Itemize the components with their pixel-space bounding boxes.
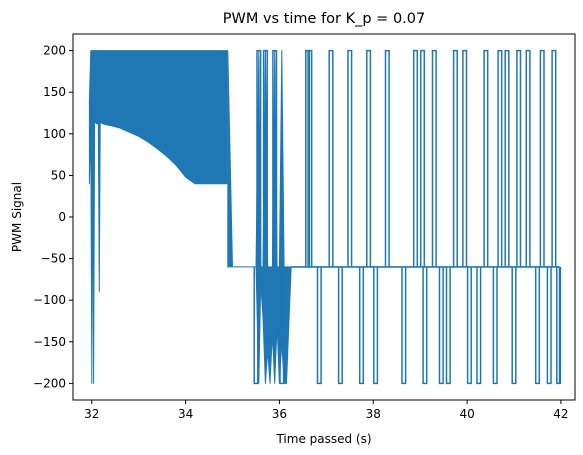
y-tick-label: 200 xyxy=(43,44,66,58)
y-tick-label: −200 xyxy=(33,376,66,390)
x-axis-label: Time passed (s) xyxy=(275,432,371,446)
y-tick-label: 150 xyxy=(43,85,66,99)
x-tick-label: 34 xyxy=(178,407,193,421)
chart-title: PWM vs time for K_p = 0.07 xyxy=(223,11,425,27)
y-tick-label: 0 xyxy=(58,210,66,224)
x-tick-label: 32 xyxy=(84,407,99,421)
y-tick-label: −100 xyxy=(33,293,66,307)
x-tick-label: 42 xyxy=(553,407,568,421)
y-tick-label: −150 xyxy=(33,335,66,349)
x-tick-label: 40 xyxy=(459,407,474,421)
y-axis-label: PWM Signal xyxy=(10,182,24,252)
y-tick-label: 100 xyxy=(43,127,66,141)
x-tick-label: 36 xyxy=(272,407,287,421)
y-tick-label: 50 xyxy=(51,168,66,182)
y-tick-label: −50 xyxy=(41,252,66,266)
x-tick-label: 38 xyxy=(366,407,381,421)
